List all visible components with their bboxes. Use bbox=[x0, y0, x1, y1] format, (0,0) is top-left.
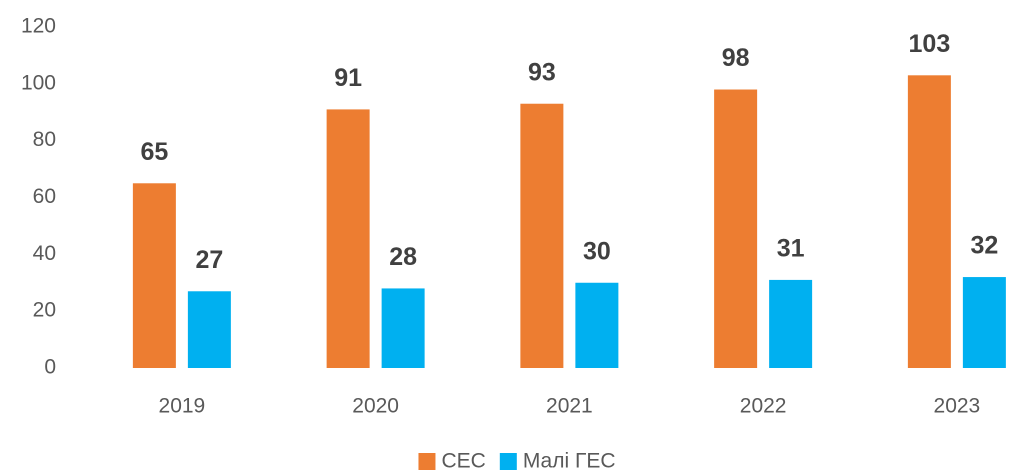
x-tick-label: 2023 bbox=[934, 395, 981, 418]
bar bbox=[769, 279, 813, 368]
y-tick-label: 60 bbox=[33, 185, 56, 208]
x-tick-label: 2019 bbox=[159, 395, 206, 418]
data-label: 30 bbox=[583, 237, 611, 265]
data-label: 28 bbox=[389, 243, 417, 271]
data-label: 65 bbox=[140, 138, 168, 166]
data-label: 27 bbox=[195, 246, 223, 274]
bar bbox=[714, 89, 758, 369]
bar bbox=[575, 282, 619, 368]
y-tick-label: 40 bbox=[33, 242, 56, 265]
bar bbox=[132, 183, 176, 368]
bar bbox=[907, 75, 951, 368]
x-tick-label: 2022 bbox=[740, 395, 787, 418]
y-tick-label: 20 bbox=[33, 299, 56, 322]
y-tick-label: 80 bbox=[33, 128, 56, 151]
y-tick-label: 0 bbox=[44, 356, 56, 379]
legend-swatch bbox=[418, 453, 436, 470]
x-tick-label: 2021 bbox=[546, 395, 593, 418]
legend-label: СЕС bbox=[441, 450, 485, 472]
data-label: 91 bbox=[334, 64, 362, 92]
bar bbox=[381, 288, 425, 368]
data-label: 103 bbox=[909, 30, 951, 58]
data-label: 93 bbox=[528, 58, 556, 86]
data-label: 31 bbox=[777, 235, 805, 263]
legend-label: Малі ГЕС bbox=[523, 450, 616, 472]
bar bbox=[962, 277, 1006, 368]
bar bbox=[326, 109, 370, 369]
bar bbox=[520, 103, 564, 368]
y-tick-label: 120 bbox=[21, 15, 56, 38]
legend-swatch bbox=[499, 453, 517, 470]
x-tick-label: 2020 bbox=[352, 395, 399, 418]
y-tick-label: 100 bbox=[21, 71, 56, 94]
bar bbox=[187, 291, 231, 368]
data-label: 98 bbox=[722, 44, 750, 72]
data-label: 32 bbox=[970, 232, 998, 260]
